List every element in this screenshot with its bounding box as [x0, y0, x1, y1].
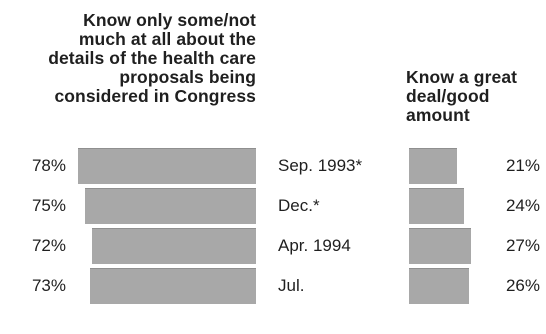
left-value-label: 72% — [31, 236, 66, 255]
left-value-label: 73% — [31, 276, 66, 295]
right-value-label: 24% — [505, 196, 540, 215]
bar-row: 73% Jul. 26% — [0, 268, 546, 304]
right-value-label: 27% — [505, 236, 540, 255]
left-bar — [90, 268, 256, 304]
left-series-heading: Know only some/not much at all about the… — [48, 10, 256, 106]
right-series-heading: Know a great deal/good amount — [406, 67, 518, 125]
left-bar — [92, 228, 256, 264]
bar-row: 72% Apr. 1994 27% — [0, 228, 546, 264]
category-label: Apr. 1994 — [278, 236, 351, 255]
bar-row: 75% Dec.* 24% — [0, 188, 546, 224]
category-label: Dec.* — [278, 196, 320, 215]
category-label: Jul. — [278, 276, 305, 295]
right-bar — [409, 228, 471, 264]
left-bar — [85, 188, 256, 224]
left-bar — [78, 148, 256, 184]
right-bar — [409, 148, 457, 184]
category-label: Sep. 1993* — [278, 156, 363, 175]
bar-row: 78% Sep. 1993* 21% — [0, 148, 546, 184]
left-value-label: 75% — [31, 196, 66, 215]
left-value-label: 78% — [31, 156, 66, 175]
right-value-label: 26% — [505, 276, 540, 295]
right-bar — [409, 268, 469, 304]
right-value-label: 21% — [505, 156, 540, 175]
right-bar — [409, 188, 464, 224]
